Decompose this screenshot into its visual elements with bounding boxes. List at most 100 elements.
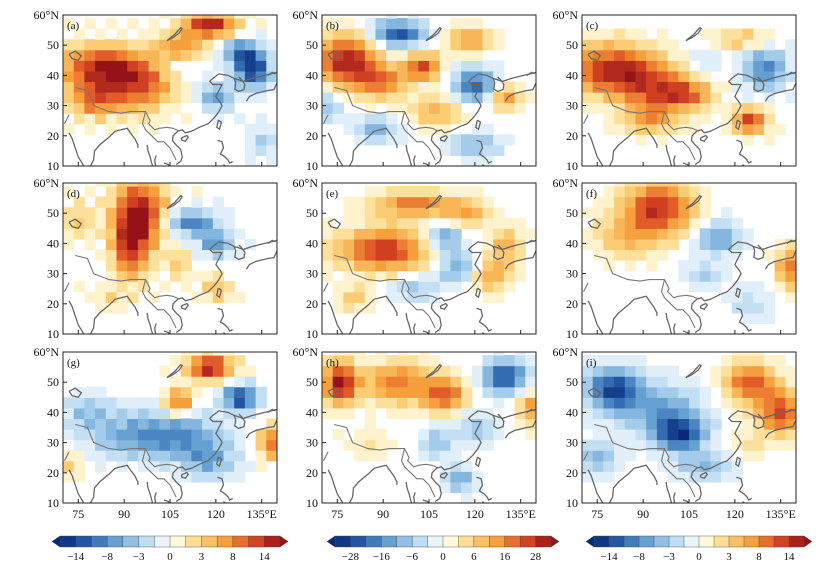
field-cell — [386, 228, 398, 240]
field-cell — [689, 217, 701, 229]
field-cell — [202, 407, 214, 420]
field-cell — [244, 81, 257, 93]
field-cell — [322, 260, 334, 272]
field-cell — [159, 249, 171, 261]
field-cell — [170, 355, 182, 367]
field-cell — [471, 439, 484, 451]
field-cell — [127, 81, 139, 93]
field-cell — [582, 407, 594, 420]
y-tick-label: 60°N — [553, 176, 579, 190]
field-cell — [127, 270, 139, 282]
field-cell — [364, 302, 377, 314]
coastline — [267, 239, 276, 244]
field-cell — [386, 397, 398, 409]
y-tick-label: 50 — [47, 38, 59, 52]
field-cell — [180, 113, 192, 125]
field-cell — [191, 196, 203, 208]
field-cell — [159, 418, 171, 430]
field-cell — [418, 450, 430, 462]
field-cell — [407, 49, 419, 61]
field-cell — [266, 134, 277, 146]
field-cell — [386, 291, 398, 303]
field-cell — [471, 407, 484, 420]
x-tick-label: 90 — [637, 507, 649, 521]
field-cell — [332, 365, 344, 377]
field-cell — [667, 49, 679, 61]
field-cell — [624, 418, 637, 430]
field-cell — [429, 397, 441, 409]
field-cell — [785, 376, 796, 388]
field-cell — [525, 355, 536, 367]
field-cell — [667, 92, 679, 104]
field-cell — [635, 386, 647, 398]
field-cell — [159, 49, 171, 61]
field-cell — [742, 60, 754, 72]
field-cell — [95, 183, 107, 187]
field-cell — [343, 270, 355, 282]
field-cell — [375, 217, 387, 229]
field-cell — [603, 186, 615, 198]
field-cell — [63, 217, 75, 229]
field-cell — [354, 249, 366, 261]
field-cell — [170, 450, 182, 462]
field-cell — [105, 81, 118, 93]
coastline — [504, 419, 536, 439]
field-cell — [742, 92, 754, 104]
field-cell — [450, 207, 462, 219]
field-cell — [753, 365, 765, 377]
field-cell — [407, 407, 419, 420]
field-cell — [95, 302, 107, 314]
colorbar-swatch — [350, 535, 367, 548]
field-cell — [753, 302, 765, 314]
field-cell — [396, 376, 409, 388]
field-cell — [73, 81, 85, 93]
field-cell — [592, 429, 604, 441]
field-cell — [386, 60, 398, 72]
coastline — [425, 26, 443, 42]
field-cell — [116, 196, 128, 208]
field-cell — [180, 18, 192, 30]
field-cell — [656, 102, 669, 114]
field-cell — [191, 407, 203, 420]
field-cell — [592, 471, 604, 483]
field-cell — [375, 352, 387, 356]
field-cell — [635, 249, 647, 261]
field-cell — [731, 238, 744, 251]
field-cell — [774, 260, 786, 272]
field-cell — [105, 228, 118, 240]
field-cell — [450, 386, 462, 398]
field-cell — [439, 28, 451, 40]
field-cell — [493, 281, 505, 293]
field-cell — [646, 186, 658, 198]
field-cell — [678, 60, 690, 72]
field-cell — [635, 365, 647, 377]
field-cell — [418, 228, 430, 240]
field-cell — [624, 376, 637, 388]
field-cell — [656, 407, 669, 420]
field-cell — [699, 270, 711, 282]
field-cell — [774, 355, 786, 367]
field-cell — [418, 249, 430, 261]
field-cell — [603, 460, 615, 472]
field-cell — [471, 429, 484, 441]
field-cell — [234, 418, 246, 430]
field-cell — [582, 439, 594, 451]
field-cell — [450, 429, 462, 441]
field-cell — [137, 260, 150, 272]
field-cell — [582, 70, 594, 83]
field-cell — [148, 102, 160, 114]
field-cell — [95, 196, 107, 208]
field-cell — [689, 270, 701, 282]
field-cell — [710, 228, 722, 240]
field-cell — [63, 123, 75, 135]
field-cell — [774, 418, 786, 430]
field-cell — [127, 407, 139, 420]
field-cell — [223, 471, 235, 483]
field-cell — [234, 39, 246, 51]
field-cell — [503, 270, 516, 282]
field-cell — [223, 15, 235, 19]
field-cell — [678, 113, 690, 125]
panels-layer: (a)60°N5040302010(b)60°N5040302010(c)60°… — [34, 8, 797, 521]
field-cell — [364, 429, 377, 441]
field-cell — [667, 228, 679, 240]
